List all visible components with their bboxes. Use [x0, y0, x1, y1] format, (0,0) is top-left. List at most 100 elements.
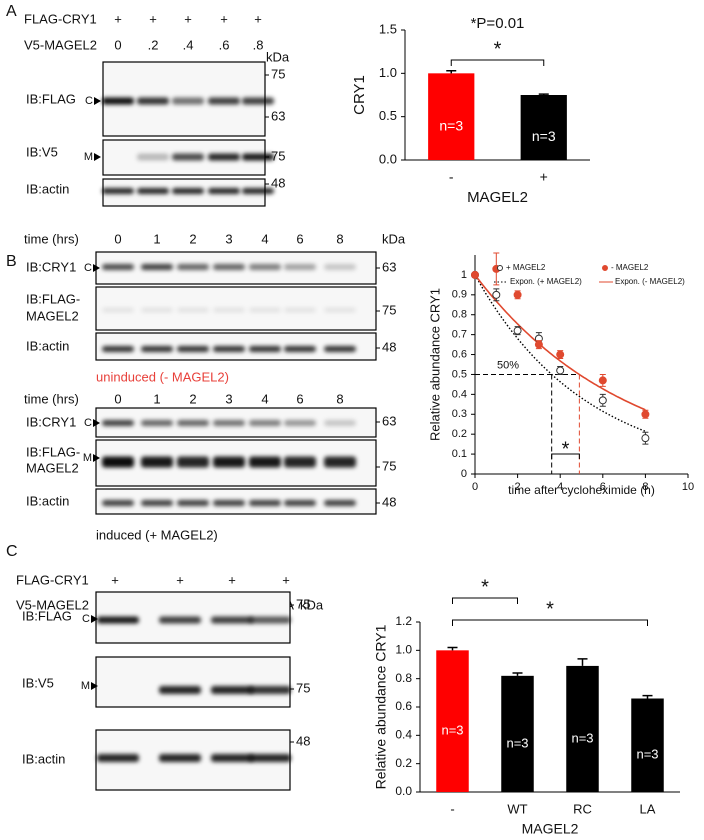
size-label: 48 — [382, 494, 396, 509]
band — [141, 500, 173, 506]
lane-label: .4 — [183, 37, 194, 52]
significance-bracket — [551, 453, 580, 459]
x-tick-label: - — [449, 169, 454, 185]
x-tick-label: 0 — [472, 481, 478, 493]
row-name: FLAG-CRY1 — [24, 11, 97, 26]
data-point — [513, 326, 522, 335]
time-value: 6 — [296, 231, 303, 246]
time-value: 0 — [114, 231, 121, 246]
band — [211, 754, 253, 762]
data-point — [598, 376, 607, 385]
error-bar — [512, 672, 523, 676]
time-value: 0 — [114, 391, 121, 406]
band — [172, 188, 204, 194]
x-tick-label: 8 — [642, 481, 648, 493]
x-tick-label: 10 — [682, 481, 694, 493]
band — [284, 264, 316, 270]
blot-label: IB:FLAG — [22, 608, 72, 623]
y-tick-label: 0.0 — [379, 151, 397, 166]
band — [249, 456, 281, 468]
data-point — [534, 340, 543, 349]
band — [242, 97, 274, 105]
time-value: 6 — [296, 391, 303, 406]
blot-label: IB:CRY1 — [26, 414, 76, 429]
band — [141, 456, 173, 468]
x-tick-label: RC — [573, 801, 592, 816]
lane-label: + — [111, 572, 119, 587]
error-bar — [538, 93, 549, 95]
size-label: 75 — [271, 66, 285, 81]
kda-label: kDa — [266, 49, 290, 64]
lane-label: + — [220, 11, 228, 26]
error-bar — [447, 646, 458, 651]
band — [324, 420, 356, 426]
band — [284, 420, 316, 426]
y-axis-label: Relative abundance CRY1 — [427, 288, 442, 441]
band — [141, 264, 173, 270]
bar — [631, 698, 664, 792]
kda-label: kDa — [382, 231, 406, 246]
band — [249, 754, 291, 762]
panel-label: C — [6, 543, 18, 560]
band — [102, 420, 134, 426]
y-axis-label: Relative abundance CRY1 — [373, 624, 389, 789]
lane-label: + — [149, 11, 157, 26]
band — [213, 420, 245, 426]
band — [137, 97, 169, 105]
y-axis-label: CRY1 — [351, 75, 368, 115]
blot-label: MAGEL2 — [26, 308, 79, 323]
blot-label: IB:FLAG- — [26, 291, 80, 306]
band — [249, 420, 281, 426]
y-tick-label: 1.0 — [395, 643, 412, 657]
band — [213, 264, 245, 270]
size-label: 63 — [382, 413, 396, 428]
band — [177, 500, 209, 506]
y-tick-label: 0.6 — [452, 348, 467, 360]
bar — [501, 675, 534, 792]
x-tick-label: WT — [507, 801, 527, 816]
band — [172, 153, 204, 161]
band — [211, 686, 253, 694]
band — [137, 153, 169, 161]
size-label: 48 — [382, 339, 396, 354]
x-tick-label: - — [450, 801, 454, 816]
data-point — [641, 410, 650, 419]
data-point — [492, 290, 501, 299]
time-label: time (hrs) — [24, 391, 79, 406]
size-label: 75 — [382, 458, 396, 473]
band — [324, 456, 356, 468]
band — [324, 500, 356, 506]
band — [137, 188, 169, 194]
band — [177, 420, 209, 426]
y-tick-label: 0.7 — [452, 329, 467, 341]
band — [208, 97, 240, 105]
legend-marker — [602, 265, 608, 271]
n-label: n=3 — [636, 747, 658, 762]
band — [249, 307, 281, 313]
legend-marker — [497, 265, 503, 271]
y-tick-label: 1 — [461, 269, 467, 281]
time-value: 1 — [153, 231, 160, 246]
time-value: 4 — [261, 231, 268, 246]
significance-label: * — [562, 438, 570, 460]
x-tick-label: 4 — [557, 481, 563, 493]
size-label: 75 — [296, 680, 310, 695]
significance-bracket — [452, 619, 648, 626]
chart-title: *P=0.01 — [471, 15, 525, 32]
band — [208, 153, 240, 161]
x-axis-label: time after cycloheximide (h) — [508, 483, 655, 497]
x-tick-label: 2 — [515, 481, 521, 493]
band — [159, 686, 201, 694]
band — [102, 500, 134, 506]
band — [249, 264, 281, 270]
band — [177, 346, 209, 352]
significance-label: * — [481, 576, 489, 598]
marker-arrow — [94, 153, 101, 161]
x-axis-label: MAGEL2 — [467, 189, 528, 206]
y-tick-label: 0.6 — [395, 699, 412, 713]
row-name: FLAG-CRY1 — [16, 572, 89, 587]
lane-label: + — [254, 11, 262, 26]
band — [102, 456, 134, 468]
y-tick-label: 0.1 — [452, 448, 467, 460]
time-value: 1 — [153, 391, 160, 406]
